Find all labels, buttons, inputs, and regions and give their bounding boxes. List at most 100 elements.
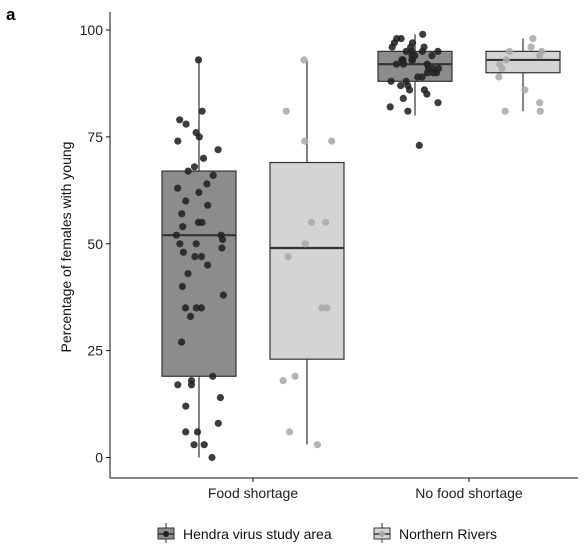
data-point — [176, 240, 184, 248]
data-point — [434, 47, 442, 56]
y-tick-label: 50 — [87, 236, 103, 252]
data-point — [195, 188, 203, 196]
legend-label: Hendra virus study area — [183, 526, 332, 542]
data-point — [397, 82, 405, 90]
data-point — [208, 453, 216, 462]
data-point — [214, 419, 222, 427]
data-point — [179, 223, 187, 231]
data-point — [190, 163, 199, 171]
data-point — [501, 107, 509, 115]
data-point — [187, 381, 196, 389]
data-point — [192, 240, 200, 248]
data-point — [307, 218, 315, 226]
data-point — [182, 120, 190, 128]
data-point — [190, 441, 198, 449]
data-point — [536, 52, 544, 60]
data-point — [328, 137, 336, 145]
data-point — [214, 146, 222, 154]
panel-label: a — [6, 5, 16, 24]
data-point — [291, 372, 299, 380]
box-0-1 — [377, 30, 453, 149]
data-point — [386, 103, 394, 111]
data-point — [418, 47, 426, 56]
data-point — [174, 381, 182, 389]
data-point — [495, 73, 503, 81]
data-point — [218, 244, 226, 252]
data-point — [195, 133, 203, 141]
data-point — [192, 304, 200, 312]
data-point — [527, 43, 535, 51]
data-point — [216, 394, 224, 402]
axes: 0 25 50 75 100 Food shortage No food shortage — [80, 12, 578, 501]
legend-item-1: Northern Rivers — [373, 523, 497, 543]
data-point — [402, 47, 410, 56]
data-point — [408, 56, 416, 64]
data-point — [313, 441, 321, 449]
data-point — [200, 441, 208, 449]
data-point — [392, 60, 401, 68]
data-point — [178, 210, 186, 218]
legend-item-0: Hendra virus study area — [157, 523, 332, 543]
data-point — [209, 372, 217, 380]
data-point — [300, 56, 308, 64]
data-point — [203, 180, 211, 188]
data-point — [423, 90, 431, 98]
data-point — [178, 282, 186, 291]
box-0-0 — [161, 56, 237, 462]
legend: Hendra virus study area Northern Rivers — [157, 523, 497, 543]
data-point — [429, 69, 437, 77]
data-point — [318, 304, 326, 312]
data-point — [182, 402, 190, 410]
data-point — [182, 428, 190, 436]
y-tick-label: 100 — [80, 22, 104, 38]
legend-label: Northern Rivers — [399, 526, 497, 542]
data-point — [414, 73, 422, 81]
y-axis-title: Percentage of females with young — [58, 142, 74, 353]
y-tick-label: 0 — [95, 450, 103, 466]
data-point — [174, 137, 182, 145]
data-point — [219, 291, 227, 299]
x-tick-label: No food shortage — [415, 485, 523, 501]
data-point — [521, 86, 529, 94]
data-point — [174, 184, 182, 192]
data-point — [197, 304, 205, 312]
data-point — [423, 69, 431, 77]
data-point — [209, 171, 217, 179]
data-point — [498, 64, 506, 73]
data-point — [282, 107, 290, 115]
data-point — [399, 94, 407, 102]
data-point — [172, 231, 180, 239]
data-point — [399, 60, 407, 68]
data-point — [204, 201, 212, 209]
data-point — [406, 86, 414, 94]
box-1-1 — [485, 35, 561, 115]
data-point — [322, 218, 330, 226]
data-point — [536, 107, 544, 115]
box-rect — [161, 170, 237, 377]
data-point — [184, 270, 192, 278]
data-point — [194, 56, 203, 64]
y-tick-label: 75 — [87, 129, 103, 145]
data-point — [419, 30, 427, 38]
data-point — [284, 253, 292, 261]
data-point — [301, 137, 309, 145]
data-point — [184, 167, 192, 175]
data-point — [182, 197, 190, 205]
data-point — [301, 240, 309, 248]
data-point — [536, 99, 544, 107]
x-tick-label: Food shortage — [208, 485, 298, 501]
data-point — [323, 304, 331, 312]
data-point — [502, 56, 510, 64]
data-point — [181, 304, 190, 312]
data-point — [404, 107, 412, 115]
data-point — [198, 107, 206, 115]
data-point — [194, 218, 202, 226]
data-point — [279, 377, 287, 385]
data-point — [397, 35, 405, 43]
data-point — [505, 47, 513, 56]
plot-area — [161, 30, 561, 462]
data-point — [415, 141, 423, 149]
data-point — [186, 312, 195, 320]
box-1-0 — [269, 56, 345, 449]
data-point — [179, 248, 187, 256]
